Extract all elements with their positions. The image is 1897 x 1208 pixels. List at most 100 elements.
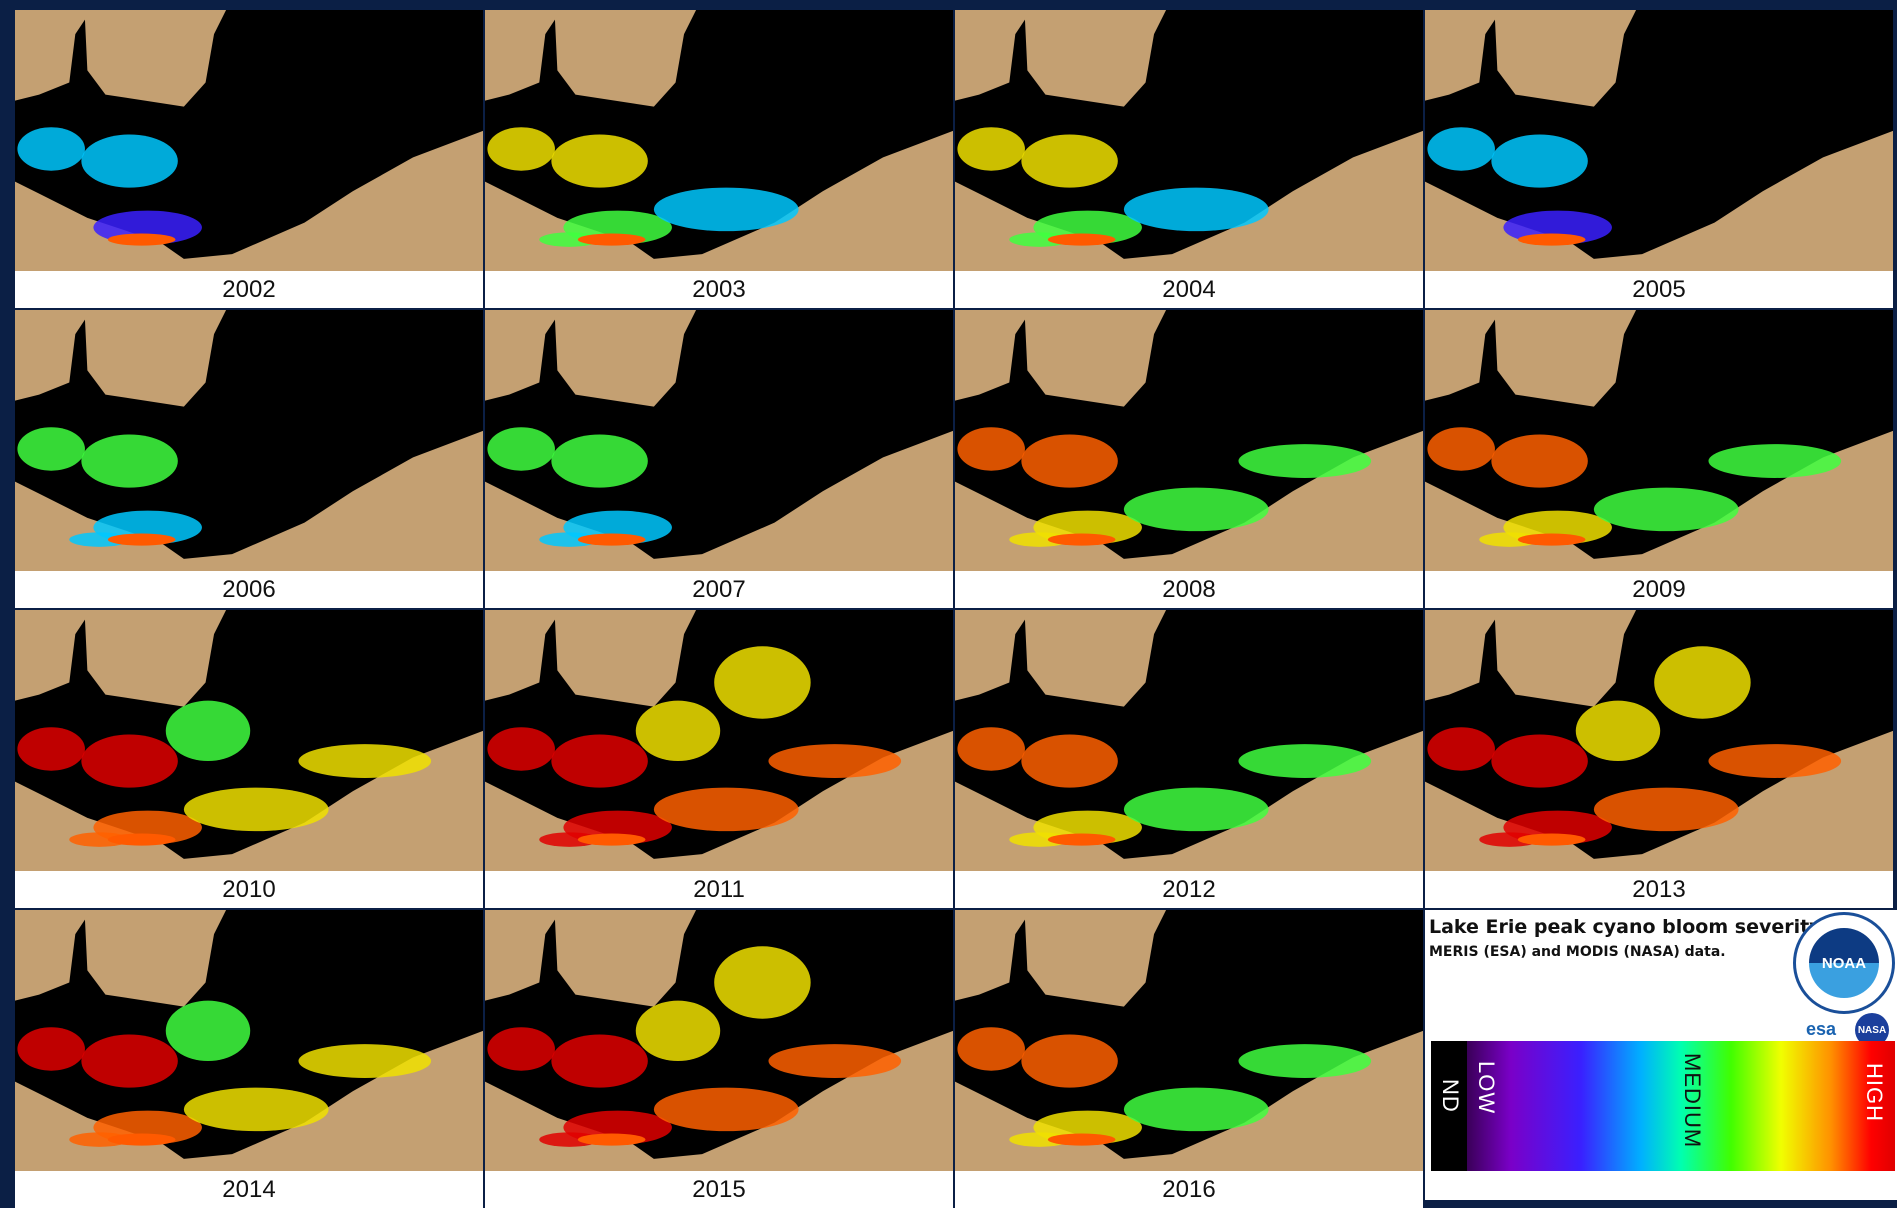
map-panel: 2016 <box>955 910 1423 1208</box>
year-label: 2005 <box>1425 272 1893 308</box>
bloom <box>166 1001 250 1061</box>
bloom <box>17 727 85 771</box>
map-panel: 2008 <box>955 310 1423 608</box>
year-label: 2013 <box>1425 872 1893 908</box>
bloom <box>298 1044 431 1078</box>
bloom <box>1238 744 1371 778</box>
lake-map <box>485 10 953 271</box>
year-label: 2016 <box>955 1172 1423 1208</box>
year-label: 2014 <box>15 1172 483 1208</box>
map-panel: 2004 <box>955 10 1423 308</box>
year-label: 2015 <box>485 1172 953 1208</box>
scale-label: LOW <box>1473 1061 1499 1114</box>
bloom <box>1048 534 1116 546</box>
scale-label: ND <box>1437 1079 1463 1113</box>
legend-title: Lake Erie peak cyano bloom severity: <box>1429 916 1829 938</box>
bloom <box>81 734 177 787</box>
bloom <box>551 734 647 787</box>
bloom <box>551 1034 647 1087</box>
map-panel: 2011 <box>485 610 953 908</box>
bloom <box>108 234 176 246</box>
bloom <box>654 788 799 832</box>
bloom <box>184 788 329 832</box>
bloom <box>1518 834 1586 846</box>
year-label: 2009 <box>1425 572 1893 608</box>
year-label: 2004 <box>955 272 1423 308</box>
bloom <box>17 427 85 470</box>
bloom <box>1576 701 1660 761</box>
legend-subtitle: MERIS (ESA) and MODIS (NASA) data. <box>1429 944 1726 960</box>
scale-label: HIGH <box>1861 1063 1887 1122</box>
map-panel: 2009 <box>1425 310 1893 608</box>
bloom <box>487 1027 555 1071</box>
page: 2002200320042005 2006200720082009 20102011… <box>0 0 1897 1200</box>
bloom <box>17 1027 85 1071</box>
bloom <box>714 646 810 719</box>
lake-map <box>955 10 1423 271</box>
bloom <box>957 127 1025 170</box>
bloom <box>578 1134 646 1146</box>
map-panel: 2014 <box>15 910 483 1208</box>
bloom <box>768 744 901 778</box>
bloom <box>1021 1034 1117 1087</box>
bloom <box>957 427 1025 470</box>
bloom <box>957 727 1025 771</box>
color-bar: ND LOW MEDIUM HIGH <box>1431 1041 1895 1171</box>
bloom <box>654 1088 799 1132</box>
bloom <box>1124 488 1269 532</box>
lake-map <box>955 910 1423 1171</box>
lake-map <box>1425 310 1893 571</box>
bloom <box>714 946 810 1019</box>
bloom <box>298 744 431 778</box>
map-panel: 2003 <box>485 10 953 308</box>
bloom <box>768 1044 901 1078</box>
bloom <box>1048 234 1116 246</box>
bloom <box>81 1034 177 1087</box>
lake-map <box>955 610 1423 871</box>
bloom <box>636 701 720 761</box>
bloom <box>1427 427 1495 470</box>
bloom <box>578 234 646 246</box>
bloom <box>636 1001 720 1061</box>
bloom <box>1238 1044 1371 1078</box>
map-panel: 2010 <box>15 610 483 908</box>
map-panel: 2005 <box>1425 10 1893 308</box>
bloom <box>1427 727 1495 771</box>
bloom <box>108 1134 176 1146</box>
bloom <box>1594 488 1739 532</box>
bloom <box>1491 434 1587 487</box>
bloom <box>1491 134 1587 187</box>
bloom <box>1594 788 1739 832</box>
year-label: 2012 <box>955 872 1423 908</box>
noaa-logo: NOAA <box>1793 912 1895 1014</box>
bloom <box>1021 734 1117 787</box>
year-label: 2007 <box>485 572 953 608</box>
lake-map <box>955 310 1423 571</box>
year-label: 2006 <box>15 572 483 608</box>
bloom <box>108 834 176 846</box>
bloom <box>1491 734 1587 787</box>
bloom <box>1124 788 1269 832</box>
bloom <box>166 701 250 761</box>
bloom <box>1048 1134 1116 1146</box>
bloom <box>578 534 646 546</box>
noaa-logo-text: NOAA <box>1809 928 1879 998</box>
bloom <box>1708 744 1841 778</box>
year-label: 2002 <box>15 272 483 308</box>
bloom <box>81 434 177 487</box>
bloom <box>578 834 646 846</box>
year-label: 2011 <box>485 872 953 908</box>
year-label: 2003 <box>485 272 953 308</box>
bloom <box>81 134 177 187</box>
bloom <box>654 188 799 232</box>
bloom <box>1021 134 1117 187</box>
legend: Lake Erie peak cyano bloom severity: MER… <box>1425 910 1897 1200</box>
bloom <box>551 134 647 187</box>
bloom <box>551 434 647 487</box>
map-panel: 2012 <box>955 610 1423 908</box>
bloom <box>1427 127 1495 170</box>
map-panel: 2006 <box>15 310 483 608</box>
bloom <box>1048 834 1116 846</box>
bloom <box>1124 1088 1269 1132</box>
bloom <box>17 127 85 170</box>
